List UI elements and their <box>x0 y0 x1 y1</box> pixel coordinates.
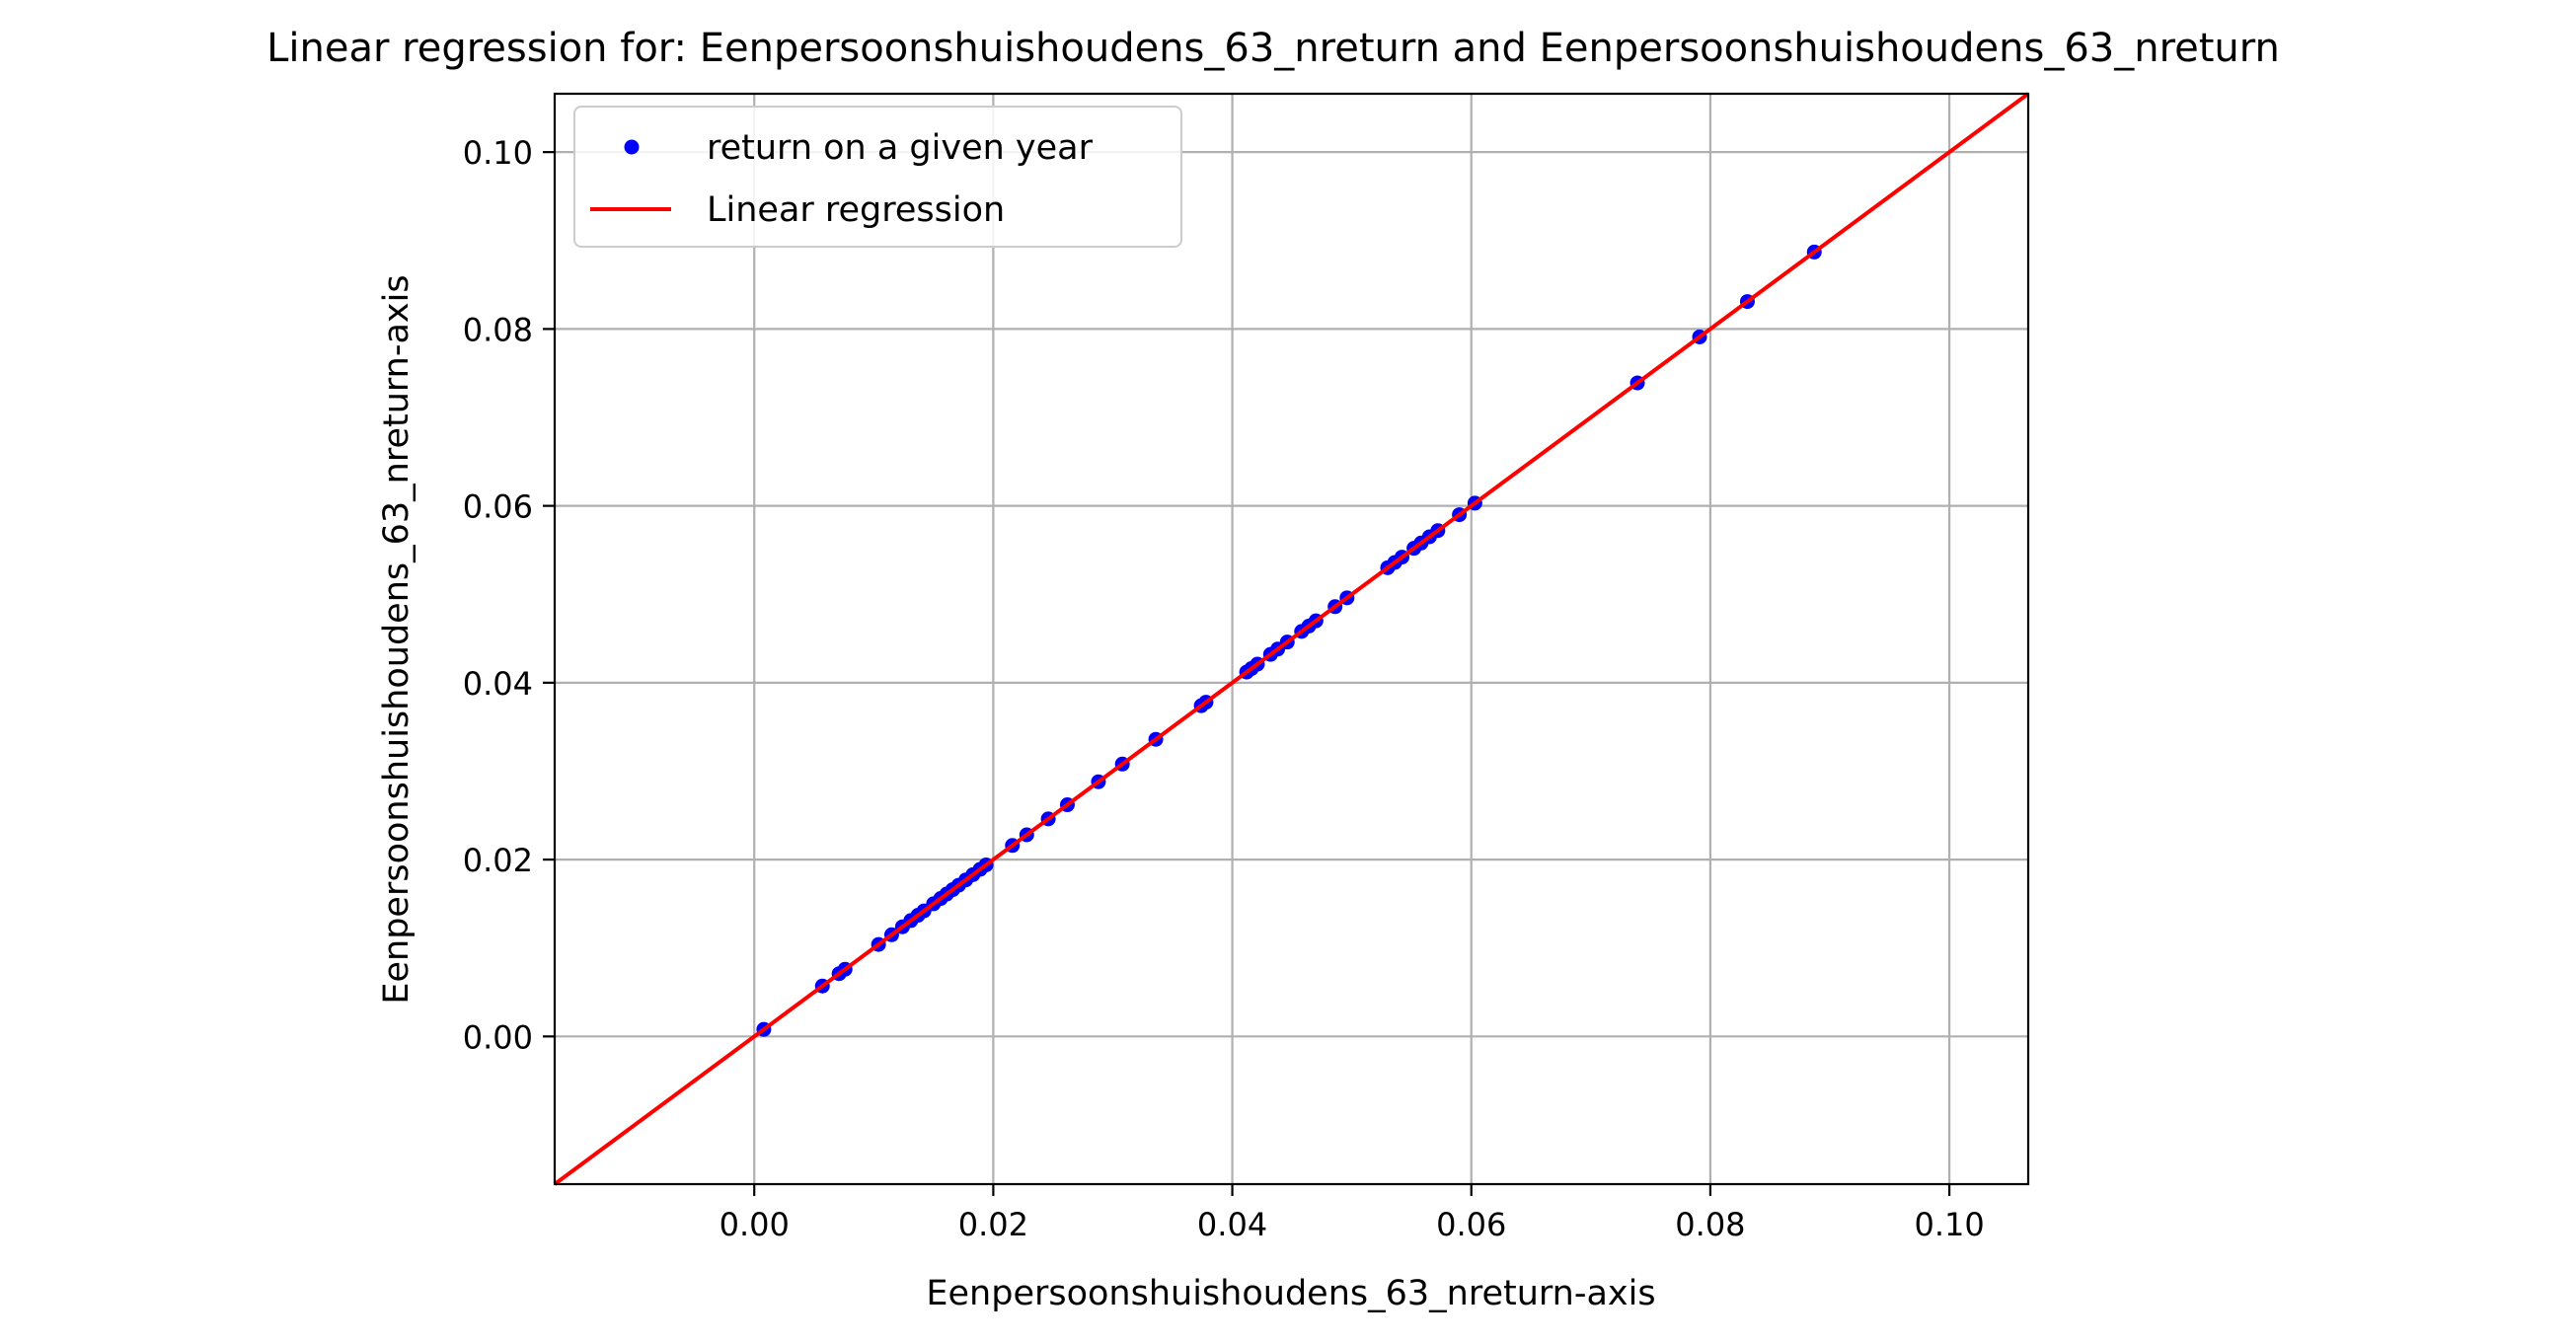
legend: return on a given year Linear regression <box>573 106 1182 248</box>
y-tick-label: 0.08 <box>463 311 533 348</box>
regression-line-layer <box>553 92 2030 1186</box>
chart-title: Linear regression for: Eenpersoonshuisho… <box>266 26 2280 71</box>
y-tick-label: 0.04 <box>463 665 533 703</box>
x-axis-label: Eenpersoonshuishoudens_63_nreturn-axis <box>926 1274 1655 1313</box>
plot-frame <box>553 92 2030 1186</box>
legend-label-scatter: return on a given year <box>707 128 1094 168</box>
x-tick-label: 0.00 <box>720 1206 790 1243</box>
y-tick-label: 0.10 <box>463 134 533 172</box>
y-axis-ticks: 0.00 0.02 0.04 0.06 0.08 0.10 <box>463 134 555 1056</box>
y-axis-label: Eenpersoonshuishoudens_63_nreturn-axis <box>377 274 417 1004</box>
x-tick-label: 0.02 <box>958 1206 1028 1243</box>
y-tick-label: 0.02 <box>463 842 533 879</box>
x-tick-label: 0.10 <box>1914 1206 1984 1243</box>
x-tick-label: 0.08 <box>1675 1206 1745 1243</box>
legend-box <box>573 106 1182 248</box>
y-tick-label: 0.00 <box>463 1018 533 1056</box>
y-tick-label: 0.06 <box>463 488 533 526</box>
x-tick-label: 0.04 <box>1197 1206 1267 1243</box>
legend-scatter-marker <box>624 139 640 155</box>
x-tick-label: 0.06 <box>1436 1206 1506 1243</box>
x-axis-ticks: 0.00 0.02 0.04 0.06 0.08 0.10 <box>720 1184 1985 1243</box>
legend-label-line: Linear regression <box>707 190 1005 230</box>
regression-line <box>553 92 2030 1186</box>
